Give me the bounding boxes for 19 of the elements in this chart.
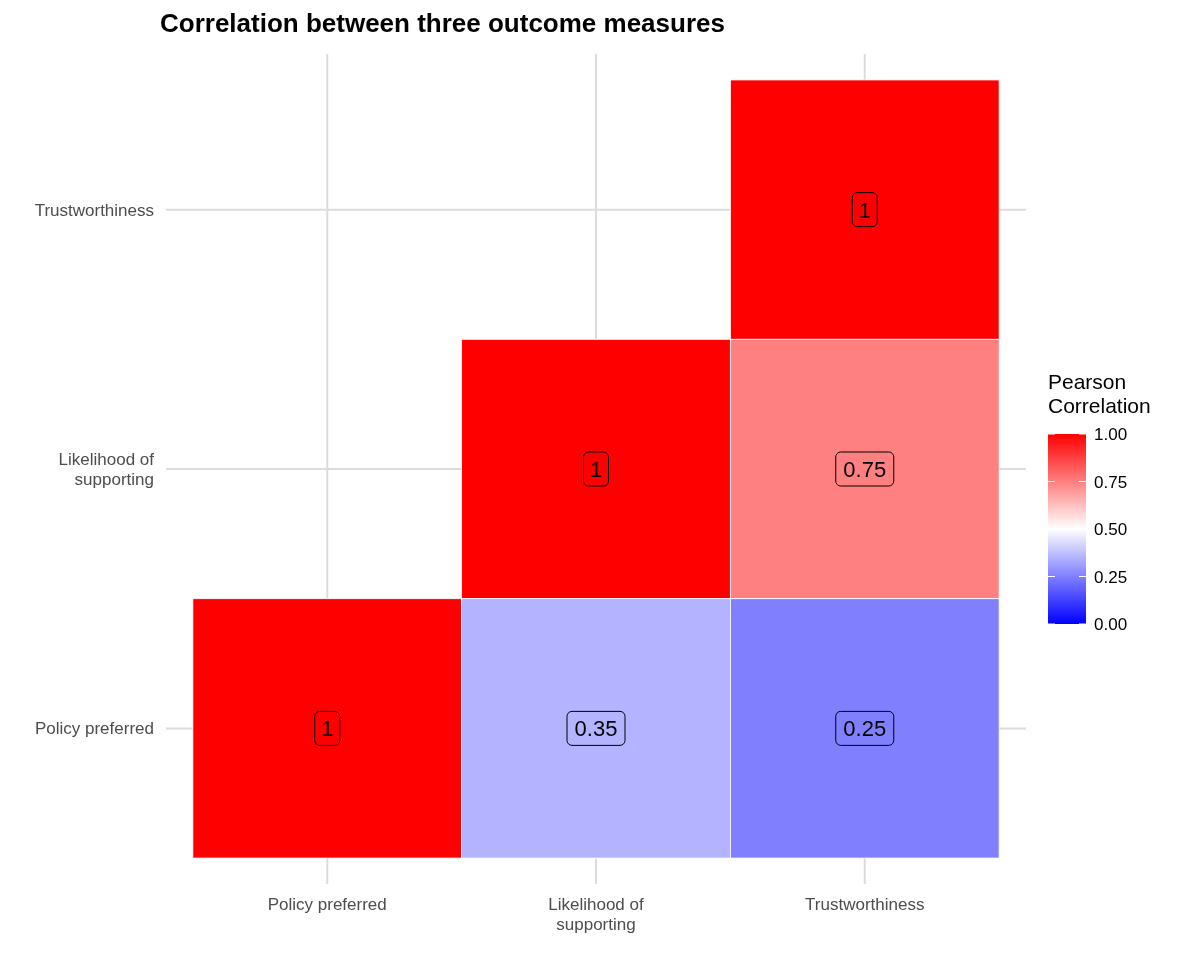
color-bar-label: 0.50	[1094, 520, 1128, 539]
x-tick-label: Policy preferred	[267, 895, 387, 914]
data-label: 0.25	[843, 716, 887, 742]
color-bar-label: 0.00	[1094, 615, 1128, 634]
color-bar-label: 0.75	[1094, 472, 1128, 492]
chart-title: Correlation between three outcome measures	[159, 8, 726, 40]
data-label: 1	[321, 716, 334, 742]
x-tick-label: Trustworthiness	[805, 895, 925, 914]
y-tick-label: Likelihood of supporting	[58, 450, 155, 489]
data-label: 0.35	[574, 716, 618, 742]
x-tick-label: Likelihood of supporting	[548, 895, 644, 934]
y-tick-label: Policy preferred	[34, 719, 154, 739]
y-tick-label: Trustworthiness	[34, 200, 154, 220]
data-label: 1	[589, 457, 603, 482]
data-label: 0.75	[843, 457, 887, 482]
color-bar-label: 0.25	[1094, 567, 1128, 587]
data-label: 1	[858, 197, 871, 223]
legend-title: Pearson Correlation	[1048, 370, 1152, 418]
color-bar-label: 1.00	[1094, 425, 1128, 444]
